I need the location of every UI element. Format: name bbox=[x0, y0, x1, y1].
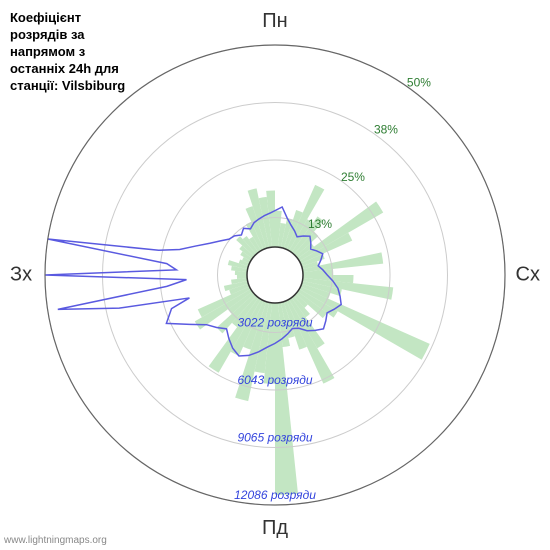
discharge-label: 9065 розряди bbox=[237, 431, 312, 445]
percent-label: 25% bbox=[341, 170, 365, 184]
discharge-label: 6043 розряди bbox=[237, 373, 312, 387]
dir-west: Зх bbox=[10, 264, 32, 287]
percent-label: 38% bbox=[374, 123, 398, 137]
discharge-label: 12086 розряди bbox=[234, 488, 316, 502]
dir-north: Пн bbox=[262, 10, 287, 33]
discharge-label: 3022 розряди bbox=[237, 316, 312, 330]
center-circle bbox=[247, 247, 303, 303]
bar-sector bbox=[299, 286, 430, 359]
chart-title: Коефіцієнт розрядів за напрямом з останн… bbox=[10, 10, 130, 94]
dir-south: Пд bbox=[262, 517, 288, 540]
footer-text: www.lightningmaps.org bbox=[4, 535, 107, 546]
percent-label: 13% bbox=[308, 217, 332, 231]
percent-label: 50% bbox=[407, 76, 431, 90]
dir-east: Сх bbox=[516, 264, 540, 287]
